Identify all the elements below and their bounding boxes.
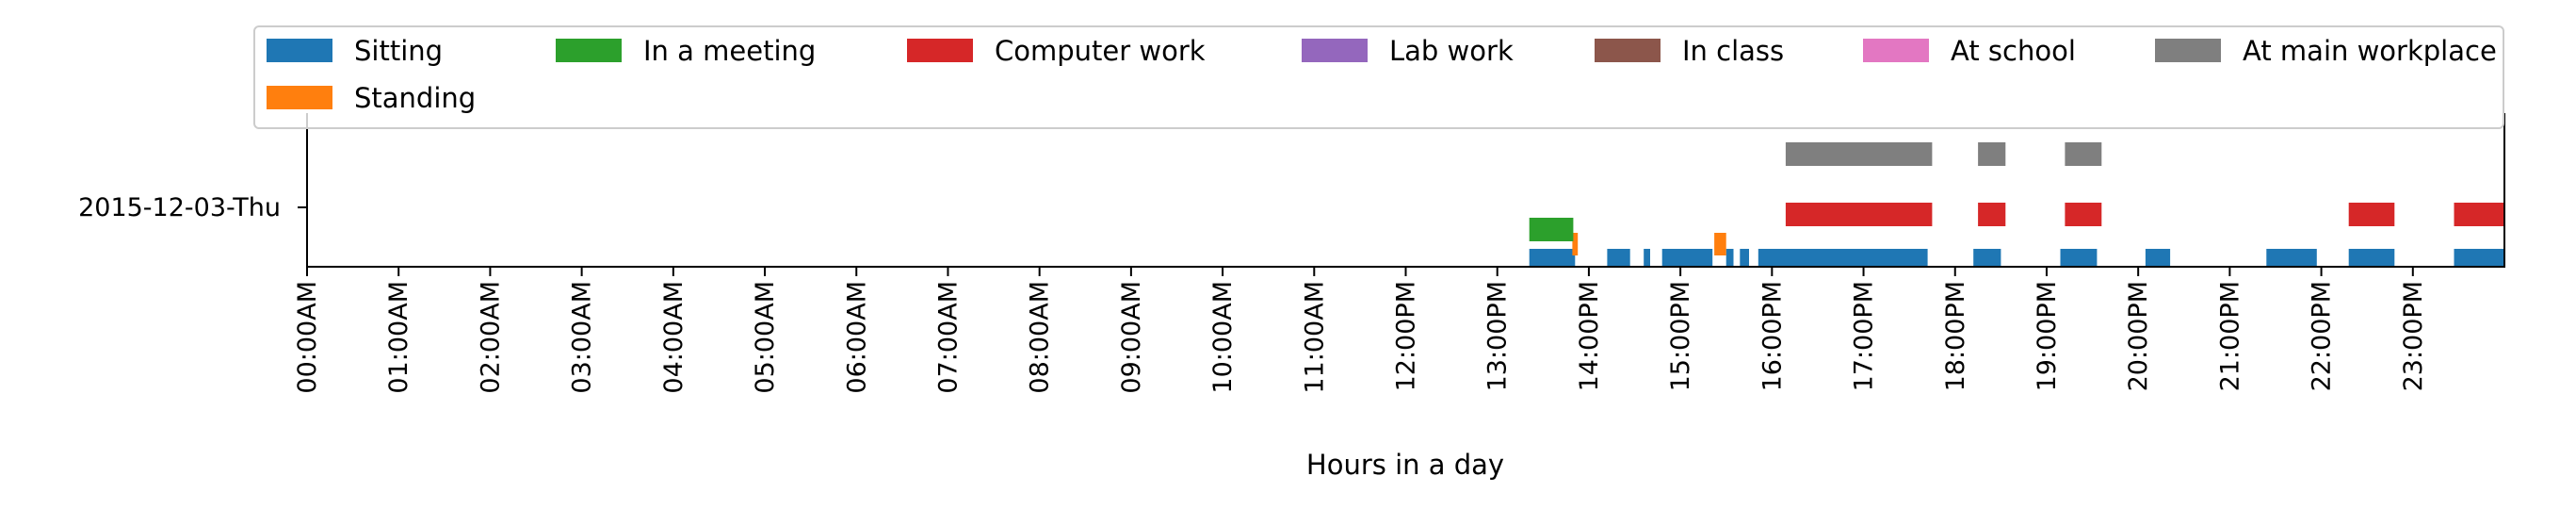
x-tick-label-17: 17:00PM [1850,281,1879,391]
legend-swatch-lab-work [1302,39,1368,62]
x-tick-label-12: 12:00PM [1392,281,1421,391]
bar-standing-0 [1572,233,1579,255]
x-tick-label-13: 13:00PM [1483,281,1513,391]
bar-sitting-1 [1607,249,1630,268]
legend-swatch-at-school [1863,39,1929,62]
bar-standing-1 [1714,233,1726,255]
x-tick-label-21: 21:00PM [2215,281,2244,391]
bar-computer-work-4 [2454,203,2504,226]
legend-swatch-at-main-workplace [2155,39,2221,62]
x-tick-label-5: 05:00AM [751,281,780,394]
x-tick-label-4: 04:00AM [659,281,689,394]
bar-sitting-11 [2348,249,2395,268]
legend-frame [253,25,2504,129]
legend-swatch-in-class [1595,39,1661,62]
y-tick-label: 2015-12-03-Thu [78,193,281,222]
legend-label-computer-work: Computer work [995,35,1206,67]
bar-sitting-2 [1644,249,1650,268]
bar-sitting-5 [1740,249,1749,268]
legend-label-sitting: Sitting [354,35,443,67]
bar-computer-work-2 [2065,203,2102,226]
bar-sitting-0 [1529,249,1576,268]
legend-label-standing: Standing [354,82,476,114]
bar-sitting-3 [1661,249,1713,268]
legend-label-in-a-meeting: In a meeting [643,35,816,67]
bar-sitting-12 [2454,249,2504,268]
x-tick-label-3: 03:00AM [568,281,597,394]
x-axis-ticks: 00:00AM 01:00AM 02:00AM 03:00AM 04:00AM 05:00… [293,267,2428,394]
bar-sitting-7 [1973,249,2001,268]
x-tick-label-16: 16:00PM [1758,281,1787,391]
legend-swatch-in-a-meeting [556,39,622,62]
legend-label-at-main-workplace: At main workplace [2243,35,2497,67]
legend-swatch-computer-work [907,39,973,62]
bar-sitting-4 [1725,249,1734,268]
x-tick-label-15: 15:00PM [1666,281,1695,391]
x-tick-label-23: 23:00PM [2399,281,2428,391]
bar-sitting-8 [2060,249,2098,268]
x-tick-label-0: 00:00AM [293,281,322,394]
bar-computer-work-0 [1785,203,1933,226]
x-tick-label-19: 19:00PM [2033,281,2062,391]
bar-computer-work-3 [2348,203,2395,226]
x-tick-label-6: 06:00AM [842,281,871,394]
legend: Sitting Standing In a meeting Computer work… [253,25,2504,129]
bar-sitting-9 [2145,249,2171,268]
bar-at-main-workplace-0 [1785,142,1933,166]
bar-computer-work-1 [1978,203,2006,226]
x-axis-label: Hours in a day [1306,449,1504,481]
bar-sitting-10 [2266,249,2317,268]
bar-at-main-workplace-2 [2065,142,2102,166]
activity-bars [1529,142,2504,268]
x-tick-label-2: 02:00AM [476,281,505,394]
x-tick-label-11: 11:00AM [1300,281,1329,394]
x-tick-label-10: 10:00AM [1208,281,1238,394]
x-tick-label-7: 07:00AM [933,281,963,394]
x-tick-label-14: 14:00PM [1575,281,1604,391]
legend-label-lab-work: Lab work [1389,35,1514,67]
legend-swatch-standing [267,86,332,109]
x-tick-label-9: 09:00AM [1117,281,1146,394]
legend-label-in-class: In class [1682,35,1784,67]
legend-swatch-sitting [267,39,332,62]
bar-at-main-workplace-1 [1978,142,2006,166]
bar-in-a-meeting-0 [1529,218,1574,241]
x-tick-label-8: 08:00AM [1026,281,1055,394]
x-tick-label-22: 22:00PM [2308,281,2337,391]
x-tick-label-18: 18:00PM [1941,281,1970,391]
legend-label-at-school: At school [1951,35,2076,67]
x-tick-label-20: 20:00PM [2124,281,2153,391]
x-tick-label-1: 01:00AM [384,281,413,394]
bar-sitting-6 [1758,249,1928,268]
